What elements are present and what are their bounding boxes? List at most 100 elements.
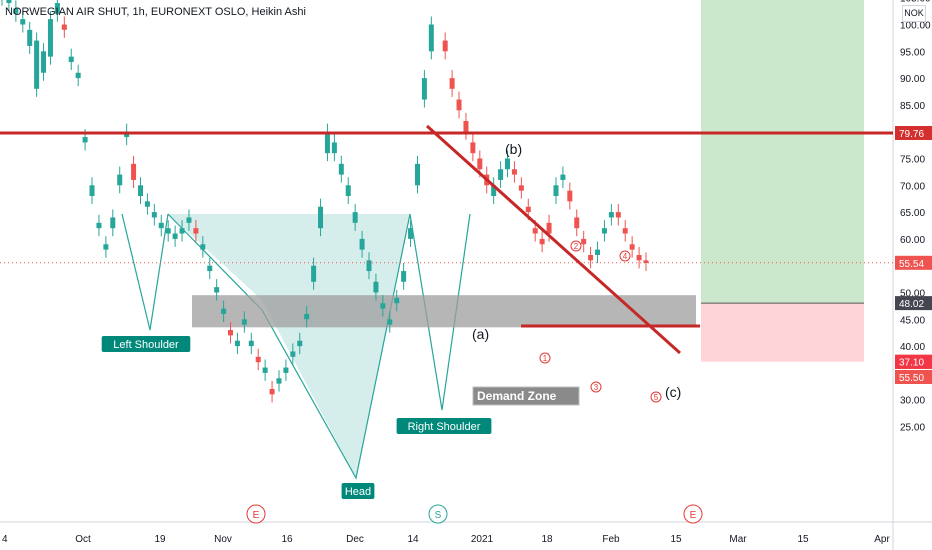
- candle-body: [304, 313, 310, 320]
- x-tick-label: 15: [797, 534, 809, 545]
- candle-body: [96, 222, 102, 229]
- y-tick-label: 65.00: [900, 208, 925, 219]
- candle-body: [615, 212, 621, 218]
- wave-3-label: 3: [594, 383, 599, 392]
- candle-body: [117, 174, 123, 186]
- candle-body: [539, 238, 545, 245]
- candle-body: [262, 367, 268, 373]
- loss-zone: [701, 303, 864, 362]
- candle-body: [283, 367, 289, 373]
- wave-c-label: (c): [665, 384, 681, 400]
- candle-body: [567, 190, 573, 202]
- wave-2-label-circle: [570, 240, 582, 252]
- y-tick-label: 25.00: [900, 423, 925, 434]
- price-badge: 37.10: [899, 358, 924, 369]
- candle-body: [442, 40, 448, 52]
- x-tick-label: Nov: [214, 534, 232, 545]
- currency-button[interactable]: NOK: [902, 5, 926, 22]
- candle-body: [34, 40, 40, 89]
- candle-body: [297, 340, 303, 347]
- candle-body: [47, 19, 53, 57]
- y-tick-label: 60.00: [900, 235, 925, 246]
- y-tick-label: 45.00: [900, 315, 925, 326]
- price-badge: 55.50: [899, 373, 924, 384]
- wave-a-label: (a): [472, 326, 489, 342]
- candle-body: [622, 228, 628, 234]
- candle-body: [214, 287, 220, 293]
- candle-body: [401, 271, 407, 282]
- price-badge-bg: [895, 255, 932, 270]
- candle-body: [255, 356, 261, 363]
- event-marker: [683, 504, 703, 524]
- candle-body: [505, 158, 511, 170]
- candle-body: [193, 228, 199, 234]
- wave-b-label: (b): [505, 141, 522, 157]
- candle-body: [518, 185, 524, 191]
- candle-body: [331, 142, 337, 154]
- x-tick-label: 16: [281, 534, 293, 545]
- price-badge-bg: [895, 354, 932, 369]
- candle-body: [61, 24, 67, 30]
- candle-body: [131, 163, 137, 180]
- candle-body: [311, 265, 317, 282]
- x-tick-label: 18: [541, 534, 553, 545]
- candle-body: [144, 201, 150, 207]
- candle-body: [6, 0, 12, 4]
- hs-pattern-fill: [122, 214, 410, 478]
- candle-body: [290, 351, 296, 357]
- candle-body: [470, 142, 476, 154]
- candle-body: [269, 388, 275, 395]
- event-marker: [246, 504, 266, 524]
- y-tick-label: 85.00: [900, 101, 925, 112]
- candle-body: [595, 249, 601, 255]
- candle-body: [498, 169, 504, 180]
- candle-body: [27, 29, 33, 46]
- candle-body: [394, 297, 400, 304]
- event-marker-label: E: [253, 510, 260, 521]
- candle-body: [525, 206, 531, 213]
- x-tick-label: 2021: [471, 534, 494, 545]
- candle-body: [200, 244, 206, 250]
- candle-body: [165, 228, 171, 234]
- wave-3-label-circle: [590, 381, 602, 393]
- demand-zone-label-box: [472, 386, 580, 406]
- candle-body: [456, 99, 462, 111]
- candle-body: [643, 260, 649, 264]
- candle-body: [13, 8, 19, 14]
- event-marker-label: S: [435, 510, 442, 521]
- candle-body: [345, 185, 351, 197]
- candle-body: [89, 185, 95, 197]
- left-shoulder-tag-bg: [101, 336, 191, 352]
- y-tick-label: 90.00: [900, 74, 925, 85]
- x-tick-label: 14: [407, 534, 419, 545]
- event-marker-label: E: [690, 510, 697, 521]
- left-shoulder-tag: Left Shoulder: [113, 339, 179, 351]
- y-tick-label: 30.00: [900, 396, 925, 407]
- symbol-title: NORWEGIAN AIR SHUT, 1h, EURONEXT OSLO, H…: [5, 6, 306, 18]
- candle-body: [373, 281, 379, 293]
- y-tick-label: 50.00: [900, 289, 925, 300]
- candle-body: [20, 19, 26, 25]
- head-tag-bg: [341, 483, 375, 499]
- event-marker: [428, 504, 448, 524]
- candle-body: [608, 212, 614, 218]
- candle-body: [532, 228, 538, 234]
- candle-body: [560, 174, 566, 180]
- hs-pattern-line: [167, 213, 411, 480]
- candle-body: [179, 228, 185, 234]
- price-badge: 48.02: [899, 299, 924, 310]
- candle-body: [186, 217, 192, 223]
- candle-body: [380, 303, 386, 309]
- candle-body: [629, 244, 635, 250]
- wave-4-label: 4: [623, 252, 628, 261]
- y-tick-label: 70.00: [900, 181, 925, 192]
- candle-body: [75, 72, 81, 79]
- y-tick-label: 95.00: [900, 47, 925, 58]
- candle-body: [359, 238, 365, 250]
- candle-body: [546, 222, 552, 234]
- price-badge: 55.54: [899, 259, 924, 270]
- candle-body: [248, 340, 254, 347]
- x-tick-label: Feb: [602, 534, 620, 545]
- candle-body: [352, 212, 358, 223]
